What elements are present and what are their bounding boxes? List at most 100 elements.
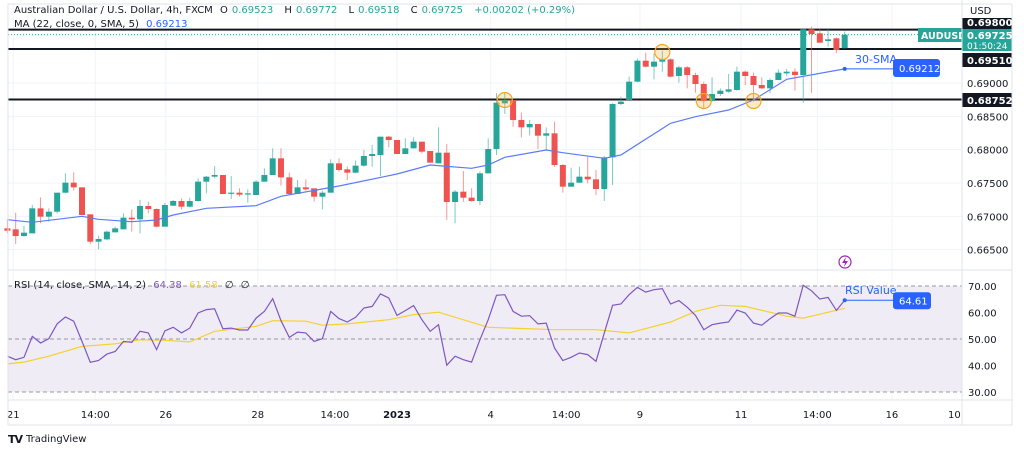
candle-up: [783, 68, 790, 77]
candle-body: [568, 182, 575, 187]
rsi-legend-extra-1: ∅: [224, 280, 234, 291]
candle-up: [543, 127, 550, 151]
candle-up: [800, 28, 807, 103]
candle-body: [319, 192, 326, 197]
candle-up: [294, 180, 301, 195]
ohlc-high: H 0.69772: [284, 5, 338, 16]
candle-body: [750, 75, 757, 86]
candle-up: [244, 189, 251, 203]
candle-down: [758, 77, 765, 90]
candle-body: [767, 79, 774, 89]
candle-up: [170, 200, 177, 207]
candle-down: [833, 37, 840, 54]
candle-down: [37, 197, 44, 224]
candle-up: [767, 78, 774, 94]
candle-body: [742, 71, 749, 76]
symbol-title[interactable]: Australian Dollar / U.S. Dollar, 4h, FXC…: [14, 5, 213, 16]
candle-down: [750, 72, 757, 102]
price-tick-label: 0.68500: [967, 112, 1008, 123]
candles: [4, 26, 848, 250]
time-tick-label: 14:00: [320, 410, 349, 421]
candle-up: [377, 136, 384, 177]
candle-body: [733, 71, 740, 91]
candle-body: [253, 181, 260, 196]
candle-up: [841, 31, 848, 49]
candle-up: [601, 156, 608, 202]
time-axis[interactable]: 2114:00262814:002023414:0091114:001610:0…: [7, 401, 1012, 425]
candle-down: [642, 52, 649, 68]
candle-body: [692, 74, 699, 85]
rsi-line: [7, 284, 846, 367]
candle-body: [617, 101, 624, 105]
candle-down: [700, 81, 707, 110]
rsi-legend[interactable]: RSI (14, close, SMA, 14, 2) 64.38 61.58 …: [14, 280, 254, 291]
candle-up: [161, 202, 168, 227]
candle-down: [684, 65, 691, 89]
candle-body: [675, 67, 682, 76]
candle-up: [568, 167, 575, 187]
sma-value-box: [893, 59, 940, 77]
candle-body: [435, 152, 442, 164]
candle-up: [485, 138, 492, 174]
candle-down: [692, 72, 699, 93]
candle-body: [112, 228, 119, 233]
level-price-box: [962, 93, 1012, 107]
candle-down: [551, 121, 558, 167]
candle-up: [634, 58, 641, 83]
tradingview-logo[interactable]: TV TradingView: [8, 433, 86, 446]
sma-annotation: 30-SMA: [855, 53, 897, 66]
rsi-axis[interactable]: 70.00 60.00 50.00 40.00 30.00: [968, 282, 997, 399]
candle-up: [203, 176, 210, 194]
ticker-tag-text: AUDUSD: [921, 31, 966, 42]
candle-body: [485, 149, 492, 174]
candle-body: [186, 201, 193, 207]
level-price-box: [962, 15, 1012, 29]
candle-body: [468, 197, 475, 202]
candle-up: [261, 168, 268, 182]
candle-up: [435, 127, 442, 164]
candle-up: [269, 148, 276, 176]
ohlc-low: L 0.69518: [348, 5, 400, 16]
level-price-label: 0.68752: [967, 96, 1013, 107]
candle-body: [211, 175, 218, 177]
rsi-tick-label: 30.00: [968, 388, 997, 399]
candle-down: [178, 198, 185, 210]
candle-body: [700, 84, 707, 102]
candle-body: [510, 100, 517, 121]
candle-up: [228, 176, 235, 200]
candle-body: [228, 192, 235, 194]
countdown-text: 01:50:24: [967, 42, 1008, 52]
candle-up: [211, 166, 218, 179]
candle-body: [261, 175, 268, 182]
candle-body: [294, 187, 301, 195]
candle-down: [236, 188, 243, 197]
time-tick-label: 14:00: [552, 410, 581, 421]
lightning-icon[interactable]: [838, 255, 852, 269]
candle-body: [808, 29, 815, 34]
candle-body: [833, 38, 840, 50]
time-tick-label: 26: [159, 410, 172, 421]
candle-down: [286, 172, 293, 196]
ma-legend[interactable]: MA (22, close, 0, SMA, 5) 0.69213: [14, 19, 191, 30]
candle-body: [443, 152, 450, 203]
candle-up: [29, 205, 36, 234]
candle-body: [178, 201, 185, 207]
candle-down: [443, 144, 450, 221]
candle-up: [452, 190, 459, 224]
candle-body: [128, 217, 135, 220]
candle-body: [45, 211, 52, 217]
candle-body: [452, 191, 459, 203]
candle-body: [369, 154, 376, 157]
sma-value-box-text: 0.69212: [899, 64, 940, 75]
candle-body: [709, 94, 716, 102]
candle-body: [145, 206, 152, 210]
candle-body: [841, 34, 848, 49]
candle-body: [634, 60, 641, 82]
candle-body: [244, 193, 251, 195]
candle-body: [642, 60, 649, 67]
price-axis[interactable]: 0.66500 0.67000 0.67500 0.68000 0.68500 0.690…: [918, 0, 1013, 270]
rsi-tick-label: 70.00: [968, 282, 997, 293]
